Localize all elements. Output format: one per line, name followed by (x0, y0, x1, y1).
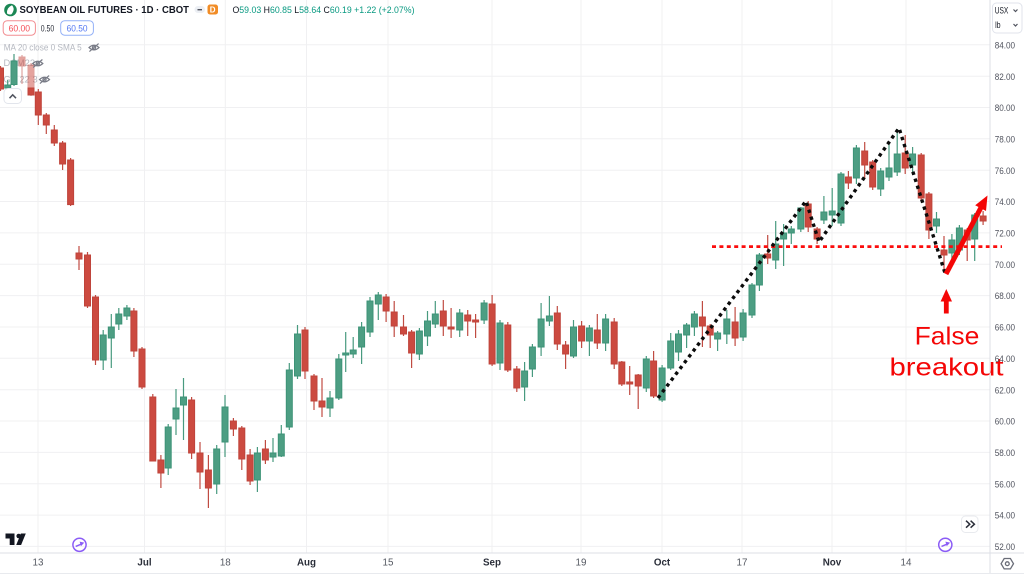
svg-text:D: D (210, 5, 216, 14)
svg-text:84.00: 84.00 (995, 40, 1015, 51)
svg-text:62.00: 62.00 (995, 385, 1015, 396)
svg-text:70.00: 70.00 (995, 260, 1015, 271)
svg-text:0.50: 0.50 (41, 24, 54, 35)
svg-text:lb: lb (995, 20, 1001, 30)
svg-text:14: 14 (901, 558, 912, 569)
svg-text:False: False (915, 323, 980, 351)
svg-text:Nov: Nov (823, 558, 842, 569)
svg-text:Aug: Aug (297, 558, 316, 569)
svg-text:GB 22 3: GB 22 3 (4, 75, 38, 85)
svg-text:Sep: Sep (483, 558, 501, 569)
svg-text:80.00: 80.00 (995, 103, 1015, 114)
svg-text:19: 19 (576, 558, 587, 569)
svg-text:Oct: Oct (654, 558, 671, 569)
svg-text:13: 13 (33, 558, 44, 569)
svg-text:60.00: 60.00 (995, 417, 1015, 428)
svg-text:74.00: 74.00 (995, 197, 1015, 208)
svg-text:60.00: 60.00 (9, 24, 31, 35)
svg-text:SOYBEAN OIL FUTURES · 1D · CBO: SOYBEAN OIL FUTURES · 1D · CBOT (20, 5, 190, 16)
svg-text:64.00: 64.00 (995, 354, 1015, 365)
svg-text:68.00: 68.00 (995, 291, 1015, 302)
svg-text:O59.03 H60.85 L58.64 C60.19 +1: O59.03 H60.85 L58.64 C60.19 +1.22 (+2.07… (233, 5, 415, 16)
svg-text:15: 15 (383, 558, 394, 569)
svg-text:18: 18 (220, 558, 231, 569)
svg-text:MA 20 close 0 SMA 5: MA 20 close 0 SMA 5 (4, 43, 82, 53)
svg-text:66.00: 66.00 (995, 323, 1015, 334)
svg-text:52.00: 52.00 (995, 542, 1015, 553)
svg-text:76.00: 76.00 (995, 166, 1015, 177)
svg-text:breakout: breakout (890, 354, 1004, 382)
svg-text:78.00: 78.00 (995, 134, 1015, 145)
svg-text:Jul: Jul (137, 558, 151, 569)
svg-text:60.50: 60.50 (67, 24, 88, 35)
svg-text:54.00: 54.00 (995, 511, 1015, 522)
svg-text:17: 17 (737, 558, 748, 569)
svg-text:56.00: 56.00 (995, 479, 1015, 490)
svg-text:82.00: 82.00 (995, 72, 1015, 83)
svg-text:USX: USX (995, 6, 1009, 16)
svg-text:72.00: 72.00 (995, 229, 1015, 240)
svg-text:58.00: 58.00 (995, 448, 1015, 459)
